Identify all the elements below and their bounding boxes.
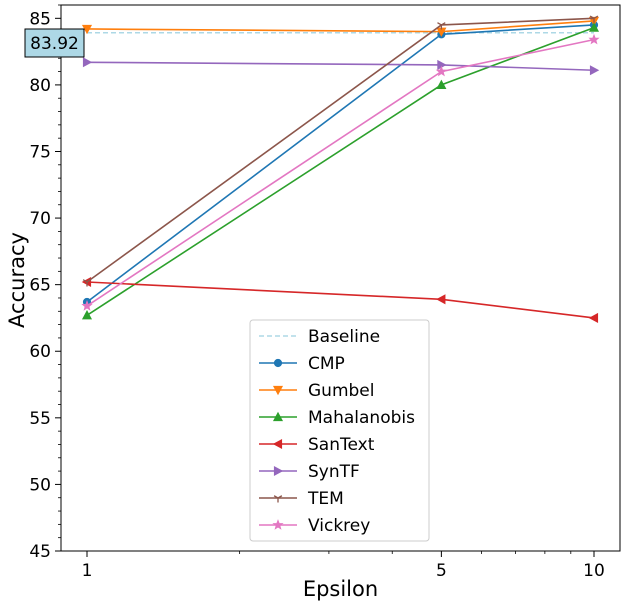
legend-marker-gumbel (272, 385, 284, 396)
legend-marker-tem (273, 495, 283, 503)
x-tick-label-10: 10 (583, 561, 605, 581)
legend-item-vickrey: Vickrey (259, 516, 370, 536)
legend-label-vickrey: Vickrey (308, 516, 370, 536)
series-vickrey (81, 33, 600, 311)
data-point-mahalanobis-1 (81, 310, 93, 320)
x-tick-label-5: 5 (436, 561, 447, 581)
y-tick-label-45: 45 (29, 542, 51, 562)
data-point-santext-10 (588, 312, 599, 323)
legend-item-syntf: SynTF (259, 462, 360, 482)
y-tick-label-85: 85 (29, 9, 51, 29)
data-point-syntf-10 (589, 65, 600, 76)
series-tem (82, 15, 599, 287)
plot-frame (60, 4, 621, 552)
data-point-tem-10-stroke-1 (589, 15, 595, 19)
y-tick-label-70: 70 (29, 209, 51, 229)
legend-marker-mahalanobis (272, 411, 284, 422)
series-line-mahalanobis (86, 26, 595, 316)
legend-label-baseline: Baseline (308, 327, 380, 347)
legend-item-mahalanobis: Mahalanobis (259, 408, 415, 428)
legend-marker-santext (272, 438, 283, 450)
data-point-tem-5-stroke-2 (441, 22, 446, 26)
legend-marker-tem-stroke-2 (277, 495, 283, 499)
y-tick-label-75: 75 (29, 142, 51, 162)
legend-marker-syntf (273, 465, 284, 477)
legend-marker-vickrey (272, 519, 284, 530)
data-point-vickrey-5 (435, 65, 448, 77)
x-axis-title: Epsilon (303, 577, 378, 601)
data-point-tem-1 (82, 279, 92, 287)
legend-label-gumbel: Gumbel (308, 381, 374, 401)
legend-label-santext: SanText (308, 435, 375, 455)
data-point-gumbel-1 (81, 24, 93, 35)
legend-item-tem: TEM (259, 489, 344, 509)
data-point-tem-1-stroke-1 (82, 279, 88, 283)
data-point-tem-10 (589, 15, 599, 23)
legend-label-mahalanobis: Mahalanobis (308, 408, 415, 428)
series-santext (81, 276, 599, 323)
legend-item-cmp: CMP (259, 354, 345, 374)
data-point-tem-1-stroke-2 (86, 279, 92, 283)
y-tick-label-50: 50 (29, 475, 51, 495)
y-tick-label-55: 55 (29, 409, 51, 429)
data-point-tem-10-stroke-2 (593, 15, 599, 19)
y-tick-label-80: 80 (29, 76, 51, 96)
data-point-tem-5 (437, 22, 446, 30)
y-tick-label-60: 60 (29, 342, 51, 362)
baseline-value-badge: 83.92 (24, 28, 85, 58)
series-line-syntf (86, 61, 595, 72)
legend-item-gumbel: Gumbel (259, 381, 374, 401)
series-syntf (82, 57, 600, 76)
data-point-syntf-1 (82, 57, 93, 68)
legend-label-tem: TEM (307, 489, 344, 509)
series-line-santext (86, 281, 595, 319)
series-layer (81, 15, 600, 323)
legend: Baseline CMP Gumbel Mahalanobis SanText SynTF… (249, 319, 430, 542)
y-axis-title: Accuracy (5, 232, 29, 328)
series-mahalanobis (81, 22, 600, 320)
x-tick-label-1: 1 (82, 561, 93, 581)
legend-label-syntf: SynTF (308, 462, 360, 482)
series-line-cmp (86, 24, 595, 303)
data-point-vickrey-10 (588, 33, 600, 45)
legend-frame (249, 319, 430, 542)
y-tick-label-65: 65 (29, 276, 51, 296)
legend-marker-tem-stroke-1 (273, 495, 279, 499)
legend-marker-cmp (273, 358, 283, 368)
legend-item-santext: SanText (259, 435, 375, 455)
data-point-mahalanobis-10 (588, 22, 600, 32)
data-point-mahalanobis-5 (436, 79, 447, 89)
data-point-santext-5 (436, 294, 446, 305)
major-ticks: 45 50 55 60 65 70 75 80 85 1 5 10 (29, 9, 604, 581)
data-point-tem-5-stroke-1 (437, 22, 442, 26)
legend-label-cmp: CMP (308, 354, 345, 374)
legend-item-baseline: Baseline (259, 327, 380, 347)
baseline-value-badge-box (24, 28, 85, 58)
baseline-value-label: 83.92 (30, 34, 79, 54)
data-point-vickrey-1 (81, 300, 93, 311)
